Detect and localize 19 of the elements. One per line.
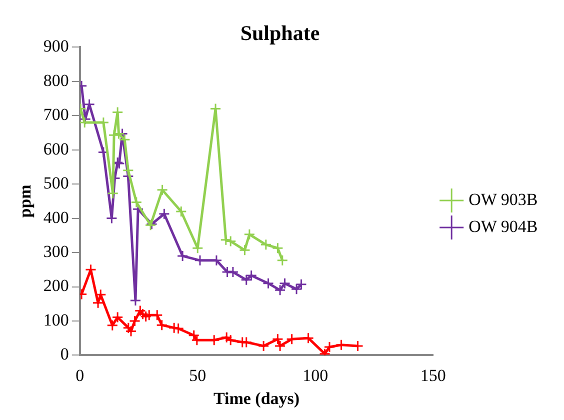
- y-tick-label: 600: [43, 139, 69, 158]
- legend-label: OW 903B: [468, 190, 538, 209]
- y-axis-title: ppm: [16, 184, 35, 218]
- x-tick-label: 0: [76, 366, 84, 385]
- x-tick-label: 50: [189, 366, 206, 385]
- legend-label: OW 904B: [468, 216, 538, 236]
- y-tick-label: 200: [43, 276, 69, 296]
- y-tick-label: 800: [43, 70, 69, 90]
- y-tick-label: 100: [43, 310, 69, 330]
- x-axis-title: Time (days): [213, 389, 300, 408]
- y-tick-label: 900: [43, 36, 69, 56]
- chart-title: Sulphate: [240, 21, 320, 46]
- y-tick-label: 300: [43, 242, 69, 261]
- y-tick-label: 400: [43, 208, 69, 227]
- x-tick-label: 100: [302, 366, 328, 385]
- x-tick-label: 150: [420, 366, 446, 385]
- y-tick-label: 0: [60, 344, 69, 364]
- y-tick-label: 700: [43, 105, 69, 124]
- y-tick-label: 500: [43, 174, 69, 193]
